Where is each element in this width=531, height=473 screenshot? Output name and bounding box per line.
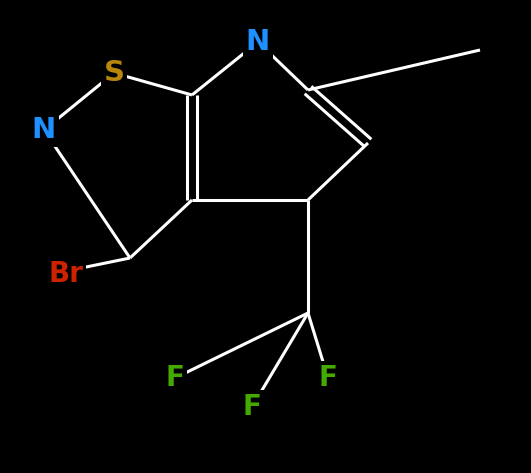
Text: S: S	[104, 59, 124, 87]
Text: N: N	[32, 116, 56, 144]
Text: Br: Br	[48, 260, 83, 288]
Text: F: F	[243, 393, 261, 421]
Text: N: N	[246, 28, 270, 56]
Text: F: F	[319, 364, 337, 392]
Text: F: F	[166, 364, 184, 392]
